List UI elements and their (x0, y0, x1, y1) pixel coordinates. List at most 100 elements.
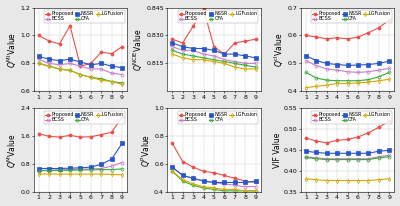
NSSR (88, 166, 93, 168)
Line: LGFusion: LGFusion (171, 170, 257, 192)
NSSR (36, 55, 41, 58)
Proposed (212, 171, 216, 174)
CFA (170, 170, 175, 173)
BCSS (109, 165, 114, 167)
LGFusion (68, 173, 72, 175)
Proposed (180, 160, 185, 163)
CFA (68, 169, 72, 171)
LGFusion (232, 188, 237, 191)
Line: Proposed: Proposed (171, 8, 257, 56)
BCSS (324, 158, 329, 160)
NSSR (335, 63, 340, 66)
LGFusion (36, 173, 41, 175)
CFA (335, 158, 340, 161)
CFA (57, 68, 62, 70)
LGFusion (212, 187, 216, 189)
Line: CFA: CFA (171, 49, 257, 69)
NSSR (180, 174, 185, 177)
BCSS (345, 158, 350, 160)
BCSS (120, 161, 124, 164)
Proposed (387, 19, 392, 21)
NSSR (345, 152, 350, 154)
LGFusion (109, 80, 114, 83)
Proposed (78, 136, 83, 138)
BCSS (78, 168, 83, 170)
NSSR (109, 158, 114, 160)
CFA (253, 190, 258, 192)
NSSR (36, 167, 41, 170)
BCSS (99, 68, 104, 70)
CFA (36, 169, 41, 172)
NSSR (120, 142, 124, 145)
NSSR (232, 53, 237, 55)
Legend: Proposed, BCSS, NSSR, CFA, LGFusion: Proposed, BCSS, NSSR, CFA, LGFusion (44, 111, 125, 124)
NSSR (304, 54, 308, 57)
Y-axis label: $Q^{\rm{M}}$Value: $Q^{\rm{M}}$Value (6, 133, 19, 168)
BCSS (68, 62, 72, 65)
BCSS (68, 168, 72, 171)
BCSS (304, 155, 308, 158)
BCSS (314, 157, 319, 159)
Proposed (222, 174, 227, 177)
LGFusion (304, 178, 308, 180)
Y-axis label: VIF Value: VIF Value (273, 133, 282, 168)
NSSR (253, 57, 258, 59)
Line: Proposed: Proposed (37, 116, 124, 139)
BCSS (212, 181, 216, 184)
Legend: Proposed, BCSS, NSSR, CFA, LGFusion: Proposed, BCSS, NSSR, CFA, LGFusion (178, 10, 258, 23)
LGFusion (180, 178, 185, 181)
Y-axis label: $Q^{\rm{NCIE}}$Value: $Q^{\rm{NCIE}}$Value (132, 28, 145, 71)
CFA (335, 80, 340, 82)
NSSR (191, 177, 196, 179)
Line: BCSS: BCSS (37, 58, 124, 76)
LGFusion (88, 173, 93, 175)
CFA (78, 169, 83, 171)
LGFusion (191, 183, 196, 185)
Line: CFA: CFA (171, 170, 257, 192)
Proposed (36, 34, 41, 37)
LGFusion (387, 178, 392, 180)
Line: BCSS: BCSS (304, 59, 391, 74)
LGFusion (78, 173, 83, 175)
LGFusion (57, 68, 62, 70)
Line: LGFusion: LGFusion (171, 53, 257, 70)
CFA (345, 158, 350, 161)
CFA (36, 62, 41, 65)
NSSR (345, 64, 350, 67)
Line: NSSR: NSSR (37, 55, 124, 69)
LGFusion (304, 87, 308, 89)
NSSR (243, 181, 248, 184)
Proposed (191, 25, 196, 27)
Proposed (88, 62, 93, 65)
Proposed (222, 53, 227, 55)
LGFusion (324, 179, 329, 182)
NSSR (109, 65, 114, 67)
NSSR (57, 59, 62, 62)
Line: CFA: CFA (37, 167, 124, 172)
LGFusion (88, 76, 93, 79)
CFA (387, 155, 392, 158)
BCSS (232, 60, 237, 63)
CFA (191, 55, 196, 57)
NSSR (47, 58, 52, 60)
Proposed (304, 137, 308, 139)
BCSS (232, 184, 237, 186)
NSSR (376, 62, 381, 65)
Proposed (170, 38, 175, 40)
CFA (232, 62, 237, 65)
LGFusion (180, 57, 185, 59)
Line: NSSR: NSSR (171, 41, 257, 59)
NSSR (376, 150, 381, 152)
Legend: Proposed, BCSS, NSSR, CFA, LGFusion: Proposed, BCSS, NSSR, CFA, LGFusion (311, 111, 392, 124)
BCSS (222, 59, 227, 61)
BCSS (345, 70, 350, 73)
BCSS (253, 185, 258, 188)
BCSS (191, 177, 196, 179)
LGFusion (120, 83, 124, 85)
Y-axis label: $Q^{\rm{P}}$Value: $Q^{\rm{P}}$Value (139, 134, 153, 167)
Line: BCSS: BCSS (37, 161, 124, 172)
Proposed (88, 136, 93, 138)
Proposed (36, 132, 41, 135)
Proposed (366, 32, 371, 34)
BCSS (222, 183, 227, 185)
